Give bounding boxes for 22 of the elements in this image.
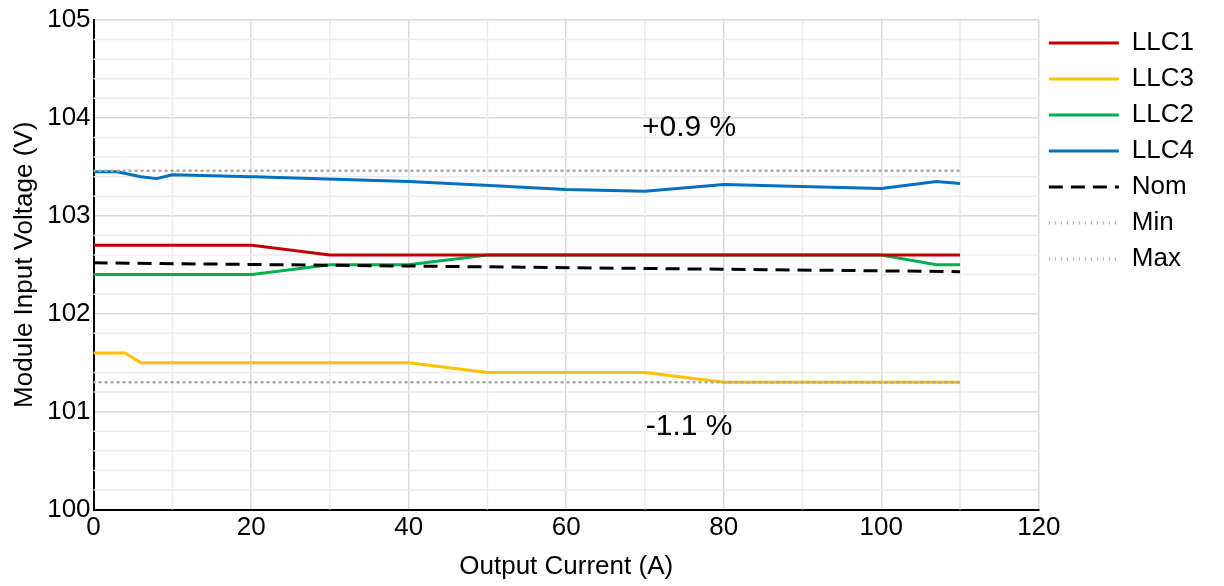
- legend-label: Max: [1131, 242, 1181, 273]
- annotation: -1.1 %: [645, 407, 733, 441]
- y-tick-label: 103: [47, 199, 91, 230]
- y-tick-label: 105: [47, 3, 91, 34]
- legend-label: LLC3: [1131, 62, 1194, 93]
- y-axis-title: Module Input Voltage (V): [7, 121, 38, 408]
- legend-label: Nom: [1131, 170, 1187, 201]
- x-tick-label: 80: [709, 511, 739, 542]
- x-tick-label: 20: [236, 511, 266, 542]
- legend-label: LLC2: [1131, 98, 1194, 129]
- y-tick-label: 102: [47, 296, 91, 327]
- annotation: +0.9 %: [641, 108, 737, 142]
- legend-label: LLC4: [1131, 134, 1194, 165]
- x-tick-label: 120: [1017, 511, 1061, 542]
- x-tick-label: 60: [551, 511, 581, 542]
- x-tick-label: 40: [394, 511, 424, 542]
- legend-label: LLC1: [1131, 26, 1194, 57]
- y-tick-label: 101: [47, 394, 91, 425]
- x-tick-label: 100: [859, 511, 903, 542]
- x-axis-title: Output Current (A): [459, 549, 674, 580]
- legend-label: Min: [1131, 206, 1174, 237]
- y-tick-label: 104: [47, 101, 91, 132]
